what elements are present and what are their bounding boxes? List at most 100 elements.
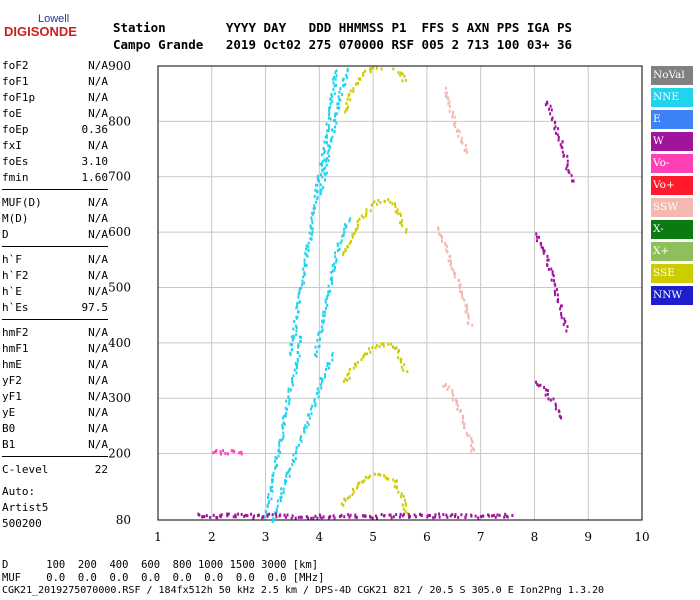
trace-point bbox=[399, 212, 402, 216]
trace-point bbox=[316, 195, 319, 199]
y-tick-label: 700 bbox=[108, 170, 131, 184]
trace-point bbox=[383, 199, 386, 203]
trace-point bbox=[465, 513, 468, 517]
param-name: B0 bbox=[2, 422, 16, 435]
trace-point bbox=[271, 485, 274, 489]
trace-point bbox=[339, 241, 342, 245]
trace-point bbox=[318, 344, 321, 348]
trace-point bbox=[358, 481, 361, 485]
trace-point bbox=[326, 129, 329, 133]
trace-point bbox=[326, 294, 329, 298]
trace-point bbox=[304, 424, 307, 428]
trace-point bbox=[244, 513, 247, 517]
trace-point bbox=[345, 107, 348, 111]
trace-point bbox=[209, 515, 212, 519]
trace-point bbox=[348, 495, 351, 499]
trace-point bbox=[321, 319, 324, 323]
trace-point bbox=[233, 449, 236, 453]
trace-point bbox=[283, 414, 286, 418]
trace-point bbox=[471, 446, 474, 450]
trace-point bbox=[333, 268, 336, 272]
trace-point bbox=[269, 485, 272, 489]
trace-point bbox=[327, 366, 330, 370]
trace-point bbox=[551, 270, 554, 274]
trace-point bbox=[230, 449, 233, 453]
x-tick-label: 8 bbox=[531, 530, 539, 544]
trace-point bbox=[537, 384, 540, 388]
trace-point bbox=[292, 336, 295, 340]
trace-point bbox=[316, 174, 319, 178]
trace-point bbox=[327, 284, 330, 288]
trace-point bbox=[324, 306, 327, 310]
param-value: N/A bbox=[88, 358, 108, 371]
trace-point bbox=[554, 125, 557, 129]
trace-point bbox=[427, 513, 430, 517]
trace-point bbox=[357, 481, 360, 485]
legend-item: NNE bbox=[651, 88, 693, 107]
trace-point bbox=[461, 290, 464, 294]
trace-point bbox=[553, 127, 556, 131]
trace-point bbox=[391, 202, 394, 206]
trace-point bbox=[341, 78, 344, 82]
trace-point bbox=[372, 66, 375, 70]
trace-point bbox=[346, 244, 349, 248]
trace-point bbox=[349, 98, 352, 102]
trace-point bbox=[336, 242, 339, 246]
trace-point bbox=[331, 353, 334, 357]
trace-point bbox=[545, 388, 548, 392]
trace-point bbox=[392, 478, 395, 482]
trace-point bbox=[559, 307, 562, 311]
param-name: D bbox=[2, 228, 9, 241]
trace-point bbox=[344, 223, 347, 227]
trace-point bbox=[413, 513, 416, 517]
trace-point bbox=[294, 457, 297, 461]
trace-point bbox=[451, 398, 454, 402]
trace-point bbox=[319, 162, 322, 166]
trace-point bbox=[307, 241, 310, 245]
trace-point bbox=[334, 118, 337, 122]
trace-point bbox=[305, 247, 308, 251]
trace-point bbox=[300, 515, 303, 519]
trace-point bbox=[319, 183, 322, 187]
trace-point bbox=[334, 255, 337, 259]
trace-point bbox=[310, 516, 313, 520]
trace-point bbox=[315, 189, 318, 193]
trace-point bbox=[303, 427, 306, 431]
trace-point bbox=[347, 513, 350, 517]
trace-point bbox=[327, 123, 330, 127]
trace-point bbox=[402, 368, 405, 372]
trace-point bbox=[291, 458, 294, 462]
trace-point bbox=[272, 471, 275, 475]
trace-point bbox=[297, 443, 300, 447]
trace-point bbox=[389, 200, 392, 204]
param-name: foEs bbox=[2, 155, 29, 168]
trace-point bbox=[324, 375, 327, 379]
trace-point bbox=[337, 95, 340, 99]
legend-item: X+ bbox=[651, 242, 693, 261]
trace-point bbox=[400, 495, 403, 499]
trace-point bbox=[288, 474, 291, 478]
trace-point bbox=[293, 368, 296, 372]
trace-point bbox=[310, 233, 313, 237]
trace-point bbox=[556, 133, 559, 137]
trace-point bbox=[325, 159, 328, 163]
trace-point bbox=[554, 404, 557, 408]
trace-point bbox=[311, 227, 314, 231]
trace-point bbox=[286, 407, 289, 411]
trace-point bbox=[275, 456, 278, 460]
trace-point bbox=[320, 188, 323, 192]
trace-point bbox=[329, 117, 332, 121]
trace-point bbox=[291, 343, 294, 347]
trace-point bbox=[349, 217, 352, 221]
trace-point bbox=[329, 97, 332, 101]
trace-point bbox=[559, 416, 562, 420]
trace-point bbox=[338, 90, 341, 94]
trace-point bbox=[453, 123, 456, 127]
trace-point bbox=[296, 357, 299, 361]
trace-point bbox=[293, 319, 296, 323]
trace-point bbox=[300, 286, 303, 290]
trace-point bbox=[215, 449, 218, 453]
trace-point bbox=[331, 100, 334, 104]
trace-point bbox=[302, 275, 305, 279]
trace-point bbox=[409, 515, 412, 519]
